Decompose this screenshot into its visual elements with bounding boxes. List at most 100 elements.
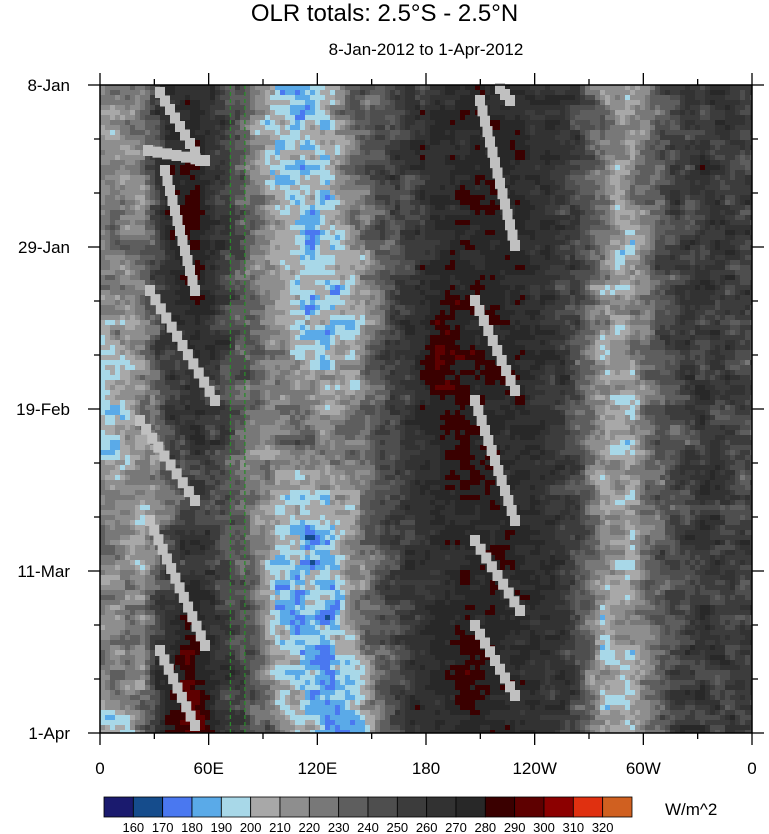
- heatmap-cell: [135, 245, 141, 251]
- heatmap-cell: [675, 115, 681, 121]
- heatmap-cell: [700, 165, 706, 171]
- heatmap-cell: [430, 215, 436, 221]
- heatmap-cell: [355, 195, 361, 201]
- heatmap-cell: [105, 235, 111, 241]
- heatmap-cell: [640, 170, 646, 176]
- heatmap-cell: [465, 160, 471, 166]
- heatmap-cell: [485, 185, 491, 191]
- heatmap-cell: [105, 90, 111, 96]
- heatmap-cell: [130, 140, 136, 146]
- heatmap-cell: [630, 255, 636, 261]
- heatmap-cell: [265, 155, 271, 161]
- heatmap-cell: [125, 135, 131, 141]
- heatmap-cell: [710, 85, 716, 91]
- heatmap-cell: [285, 115, 291, 121]
- heatmap-cell: [280, 260, 286, 266]
- heatmap-cell: [295, 170, 301, 176]
- heatmap-cell: [260, 110, 266, 116]
- heatmap-cell: [660, 115, 666, 121]
- heatmap-cell: [535, 105, 541, 111]
- heatmap-cell: [295, 105, 301, 111]
- heatmap-cell: [525, 225, 531, 231]
- heatmap-cell: [415, 230, 421, 236]
- heatmap-cell: [585, 220, 591, 226]
- heatmap-cell: [715, 250, 721, 256]
- heatmap-cell: [210, 195, 216, 201]
- heatmap-cell: [700, 225, 706, 231]
- heatmap-cell: [750, 250, 753, 256]
- heatmap-cell: [325, 240, 331, 246]
- heatmap-cell: [205, 255, 211, 261]
- heatmap-cell: [385, 205, 391, 211]
- heatmap-cell: [700, 135, 706, 141]
- heatmap-cell: [310, 250, 316, 256]
- heatmap-cell: [565, 245, 571, 251]
- heatmap-cell: [380, 110, 386, 116]
- heatmap-cell: [720, 185, 726, 191]
- heatmap-cell: [210, 235, 216, 241]
- heatmap-cell: [300, 100, 306, 106]
- heatmap-cell: [590, 85, 596, 91]
- heatmap-cell: [300, 265, 306, 271]
- heatmap-cell: [280, 100, 286, 106]
- heatmap-cell: [435, 135, 441, 141]
- heatmap-cell: [650, 145, 656, 151]
- heatmap-cell: [675, 240, 681, 246]
- heatmap-cell: [545, 85, 551, 91]
- heatmap-cell: [355, 165, 361, 171]
- heatmap-cell: [195, 245, 201, 251]
- heatmap-cell: [580, 105, 586, 111]
- heatmap-cell: [570, 100, 576, 106]
- heatmap-cell: [710, 125, 716, 131]
- heatmap-cell: [370, 250, 376, 256]
- heatmap-cell: [240, 215, 246, 221]
- heatmap-cell: [335, 230, 341, 236]
- heatmap-cell: [280, 155, 286, 161]
- heatmap-cell: [390, 135, 396, 141]
- heatmap-cell: [270, 255, 276, 261]
- heatmap-cell: [690, 260, 696, 266]
- heatmap-cell: [285, 140, 291, 146]
- heatmap-cell: [395, 110, 401, 116]
- heatmap-cell: [610, 105, 616, 111]
- heatmap-cell: [560, 230, 566, 236]
- heatmap-cell: [675, 130, 681, 136]
- heatmap-cell: [400, 150, 406, 156]
- heatmap-cell: [600, 245, 606, 251]
- heatmap-cell: [655, 270, 661, 276]
- heatmap-cell: [275, 225, 281, 231]
- heatmap-cell: [530, 160, 536, 166]
- heatmap-cell: [595, 155, 601, 161]
- heatmap-cell: [335, 105, 341, 111]
- heatmap-cell: [585, 175, 591, 181]
- heatmap-cell: [165, 90, 171, 96]
- heatmap-cell: [275, 245, 281, 251]
- heatmap-cell: [590, 160, 596, 166]
- heatmap-cell: [595, 270, 601, 276]
- heatmap-cell: [570, 250, 576, 256]
- heatmap-cell: [585, 245, 591, 251]
- heatmap-cell: [695, 265, 701, 271]
- heatmap-cell: [545, 185, 551, 191]
- heatmap-cell: [595, 180, 601, 186]
- heatmap-cell: [305, 250, 311, 256]
- heatmap-cell: [220, 110, 226, 116]
- heatmap-cell: [575, 100, 581, 106]
- heatmap-cell: [135, 85, 141, 91]
- heatmap-cell: [340, 145, 346, 151]
- heatmap-cell: [205, 95, 211, 101]
- heatmap-cell: [175, 265, 181, 271]
- heatmap-cell: [145, 270, 151, 276]
- heatmap-cell: [745, 170, 751, 176]
- heatmap-cell: [640, 205, 646, 211]
- heatmap-cell: [730, 225, 736, 231]
- heatmap-cell: [230, 215, 236, 221]
- heatmap-cell: [210, 160, 216, 166]
- heatmap-cell: [605, 90, 611, 96]
- heatmap-cell: [580, 130, 586, 136]
- heatmap-cell: [660, 130, 666, 136]
- heatmap-cell: [605, 270, 611, 276]
- heatmap-cell: [405, 190, 411, 196]
- heatmap-cell: [750, 230, 753, 236]
- heatmap-cell: [175, 90, 181, 96]
